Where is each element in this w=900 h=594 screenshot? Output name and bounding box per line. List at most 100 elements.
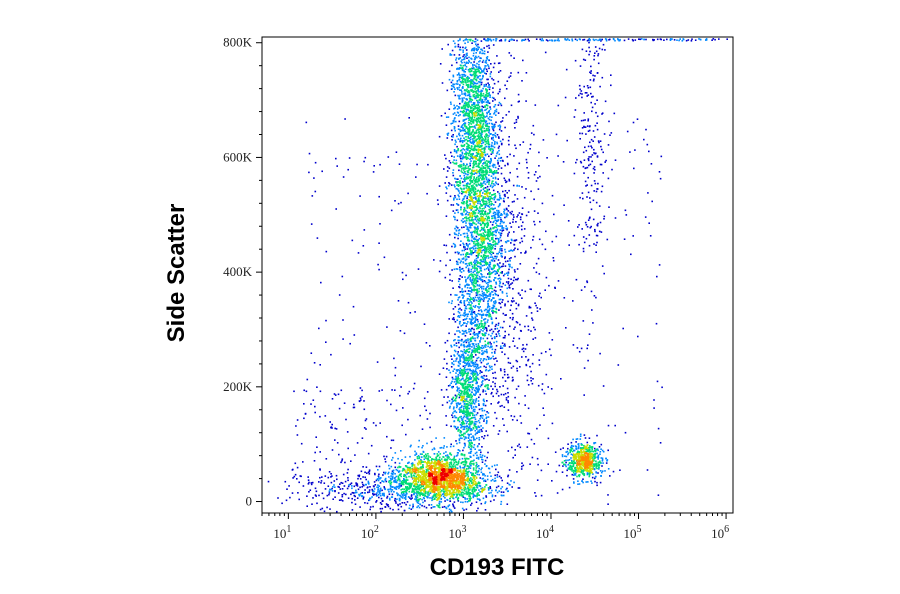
event-dot [565, 39, 568, 41]
event-dot [475, 82, 477, 85]
event-dot [551, 39, 553, 41]
event-dot [486, 306, 489, 309]
event-dot [490, 346, 493, 348]
event-dot [501, 226, 503, 228]
event-dot [366, 502, 369, 505]
event-dot [533, 198, 535, 201]
event-dot [496, 360, 498, 362]
event-dot [300, 475, 302, 478]
event-dot [538, 238, 541, 241]
event-dot [331, 423, 333, 426]
event-dot [504, 179, 506, 182]
event-dot [484, 289, 487, 291]
event-dot [478, 421, 481, 424]
event-dot [461, 350, 464, 353]
event-dot [380, 497, 383, 500]
event-dot [475, 324, 477, 326]
event-dot [371, 488, 373, 491]
event-dot [631, 38, 634, 41]
event-dot [362, 484, 365, 487]
event-dot [331, 427, 333, 429]
event-dot [586, 184, 588, 186]
event-dot [461, 288, 463, 290]
event-dot [467, 440, 470, 442]
event-dot [457, 369, 459, 371]
event-dot [480, 145, 482, 148]
event-dot [508, 333, 510, 336]
event-dot [440, 389, 443, 391]
event-dot [505, 207, 508, 210]
event-dot [310, 223, 313, 225]
event-dot [526, 446, 529, 448]
event-dot [486, 478, 489, 481]
event-dot [485, 296, 488, 299]
event-dot [351, 239, 354, 242]
event-dot [584, 126, 587, 128]
event-dot [582, 481, 584, 484]
event-dot [521, 213, 523, 215]
event-dot [508, 189, 510, 192]
event-dot [449, 259, 451, 261]
event-dot [507, 210, 510, 212]
event-dot [585, 92, 588, 94]
event-dot [481, 383, 484, 385]
event-dot [600, 475, 602, 477]
event-dot [447, 396, 449, 398]
event-dot [457, 449, 460, 451]
event-dot [455, 455, 458, 457]
event-dot [393, 479, 396, 482]
event-dot [469, 451, 472, 453]
event-dot [473, 222, 476, 224]
event-dot [465, 136, 467, 138]
event-dot [469, 182, 472, 185]
event-dot [474, 321, 476, 323]
event-dot [400, 473, 402, 475]
event-dot [636, 118, 639, 120]
event-dot [596, 122, 598, 124]
event-dot [369, 497, 372, 500]
event-dot [498, 266, 500, 268]
event-dot [487, 257, 490, 259]
event-dot [338, 499, 341, 501]
event-dot [485, 393, 487, 395]
event-dot [477, 202, 479, 205]
event-dot [446, 199, 449, 202]
event-dot [468, 466, 470, 469]
event-dot [319, 364, 321, 366]
event-dot [392, 456, 394, 459]
event-dot [491, 268, 494, 271]
event-dot [374, 484, 377, 486]
event-dot [495, 301, 497, 304]
event-dot [495, 307, 497, 310]
event-dot [548, 332, 551, 334]
event-dot [497, 212, 500, 215]
event-dot [457, 354, 460, 357]
event-dot [592, 322, 594, 324]
event-dot [461, 426, 463, 428]
event-dot [455, 342, 458, 344]
event-dot [377, 479, 380, 482]
event-dot [511, 446, 513, 449]
event-dot [464, 139, 466, 141]
event-dot [472, 317, 475, 320]
event-dot [513, 155, 515, 157]
event-dot [488, 206, 491, 208]
event-dot [491, 172, 494, 175]
event-dot [466, 498, 468, 500]
event-dot [483, 400, 486, 403]
event-dot [501, 159, 504, 162]
event-dot [551, 422, 554, 425]
event-dot [450, 204, 453, 206]
event-dot [468, 331, 470, 333]
event-dot [475, 255, 478, 257]
event-dot [492, 381, 494, 383]
event-dot [499, 281, 502, 284]
event-dot [457, 428, 460, 431]
event-dot [489, 192, 491, 194]
event-dot [452, 504, 455, 507]
event-dot [466, 90, 469, 93]
event-dot [505, 241, 508, 244]
event-dot [486, 92, 488, 95]
event-dot [582, 165, 585, 168]
event-dot [431, 497, 433, 500]
